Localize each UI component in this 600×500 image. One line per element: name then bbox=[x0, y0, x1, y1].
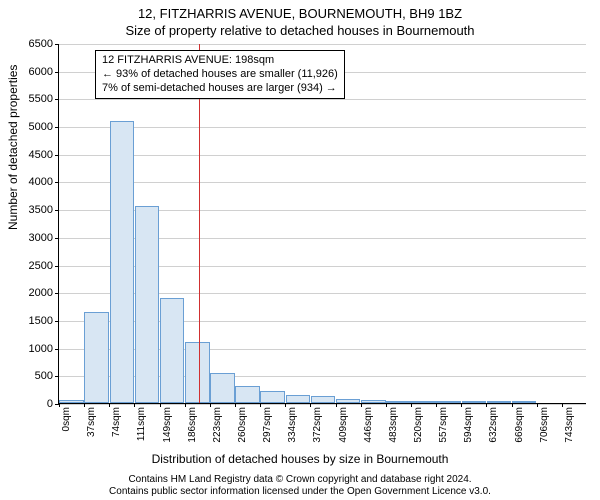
x-tick-label: 111sqm bbox=[136, 403, 147, 441]
x-tick-label: 594sqm bbox=[463, 403, 474, 443]
y-tick-label: 5000 bbox=[29, 121, 59, 133]
gridline bbox=[59, 182, 586, 183]
histogram-bar bbox=[185, 342, 210, 403]
y-tick-label: 6000 bbox=[29, 66, 59, 78]
histogram-bar bbox=[160, 298, 185, 403]
x-tick-mark bbox=[84, 403, 85, 407]
chart-titles: 12, FITZHARRIS AVENUE, BOURNEMOUTH, BH9 … bbox=[0, 0, 600, 40]
x-tick-mark bbox=[386, 403, 387, 407]
y-axis-label: Number of detached properties bbox=[6, 65, 20, 230]
y-tick-label: 4500 bbox=[29, 149, 59, 161]
histogram-bar bbox=[260, 391, 285, 403]
x-tick-label: 632sqm bbox=[488, 403, 499, 443]
chart-container: 12, FITZHARRIS AVENUE, BOURNEMOUTH, BH9 … bbox=[0, 0, 600, 500]
gridline bbox=[59, 155, 586, 156]
x-tick-mark bbox=[260, 403, 261, 407]
x-tick-label: 446sqm bbox=[363, 403, 374, 443]
y-tick-label: 1500 bbox=[29, 315, 59, 327]
x-tick-label: 0sqm bbox=[61, 403, 72, 431]
histogram-bar bbox=[386, 401, 411, 403]
y-tick-label: 3000 bbox=[29, 232, 59, 244]
histogram-bar bbox=[59, 400, 84, 403]
y-tick-label: 3500 bbox=[29, 204, 59, 216]
y-tick-label: 4000 bbox=[29, 176, 59, 188]
histogram-bar bbox=[487, 401, 512, 403]
x-tick-mark bbox=[235, 403, 236, 407]
x-tick-label: 483sqm bbox=[388, 403, 399, 443]
histogram-bar bbox=[110, 121, 135, 403]
y-tick-label: 1000 bbox=[29, 343, 59, 355]
y-tick-label: 500 bbox=[35, 370, 59, 382]
x-tick-label: 223sqm bbox=[212, 403, 223, 443]
x-tick-label: 743sqm bbox=[564, 403, 575, 443]
histogram-bar bbox=[462, 401, 487, 403]
x-tick-mark bbox=[411, 403, 412, 407]
x-tick-mark bbox=[537, 403, 538, 407]
plot-area: 0500100015002000250030003500400045005000… bbox=[58, 44, 586, 404]
footer-line1: Contains HM Land Registry data © Crown c… bbox=[0, 474, 600, 486]
histogram-bar bbox=[235, 386, 260, 403]
y-tick-label: 2000 bbox=[29, 287, 59, 299]
x-tick-label: 297sqm bbox=[262, 403, 273, 443]
x-tick-label: 149sqm bbox=[162, 403, 173, 443]
x-tick-label: 260sqm bbox=[237, 403, 248, 443]
gridline bbox=[59, 99, 586, 100]
histogram-bar bbox=[361, 400, 386, 403]
histogram-bar bbox=[210, 373, 235, 403]
histogram-bar bbox=[436, 401, 461, 403]
x-tick-mark bbox=[59, 403, 60, 407]
x-tick-label: 520sqm bbox=[413, 403, 424, 443]
x-tick-mark bbox=[512, 403, 513, 407]
x-tick-mark bbox=[160, 403, 161, 407]
y-tick-label: 0 bbox=[47, 398, 59, 410]
x-tick-label: 706sqm bbox=[539, 403, 550, 443]
x-tick-label: 74sqm bbox=[111, 403, 122, 437]
annotation-box: 12 FITZHARRIS AVENUE: 198sqm← 93% of det… bbox=[95, 50, 345, 99]
x-tick-mark bbox=[436, 403, 437, 407]
histogram-bar bbox=[135, 206, 160, 403]
x-tick-label: 186sqm bbox=[187, 403, 198, 443]
histogram-bar bbox=[286, 395, 311, 403]
x-tick-mark bbox=[336, 403, 337, 407]
histogram-bar bbox=[84, 312, 109, 403]
histogram-bar bbox=[512, 401, 537, 403]
annotation-line2: ← 93% of detached houses are smaller (11… bbox=[102, 68, 338, 82]
x-tick-label: 409sqm bbox=[338, 403, 349, 443]
chart-title-line2: Size of property relative to detached ho… bbox=[0, 23, 600, 40]
chart-title-line1: 12, FITZHARRIS AVENUE, BOURNEMOUTH, BH9 … bbox=[0, 6, 600, 23]
x-tick-mark bbox=[185, 403, 186, 407]
histogram-bar bbox=[411, 401, 436, 403]
x-tick-mark bbox=[361, 403, 362, 407]
y-tick-label: 5500 bbox=[29, 93, 59, 105]
x-tick-label: 334sqm bbox=[287, 403, 298, 443]
histogram-bar bbox=[311, 396, 336, 403]
annotation-line1: 12 FITZHARRIS AVENUE: 198sqm bbox=[102, 54, 338, 68]
x-tick-mark bbox=[210, 403, 211, 407]
chart-footer: Contains HM Land Registry data © Crown c… bbox=[0, 474, 600, 498]
footer-line2: Contains public sector information licen… bbox=[0, 486, 600, 498]
x-tick-label: 37sqm bbox=[86, 403, 97, 437]
x-tick-label: 669sqm bbox=[514, 403, 525, 443]
gridline bbox=[59, 127, 586, 128]
y-tick-label: 2500 bbox=[29, 260, 59, 272]
y-tick-label: 6500 bbox=[29, 38, 59, 50]
x-tick-label: 557sqm bbox=[438, 403, 449, 443]
x-tick-mark bbox=[562, 403, 563, 407]
x-tick-label: 372sqm bbox=[312, 403, 323, 443]
gridline bbox=[59, 44, 586, 45]
histogram-bar bbox=[336, 399, 361, 403]
x-axis-label: Distribution of detached houses by size … bbox=[0, 452, 600, 466]
annotation-line3: 7% of semi-detached houses are larger (9… bbox=[102, 82, 338, 96]
